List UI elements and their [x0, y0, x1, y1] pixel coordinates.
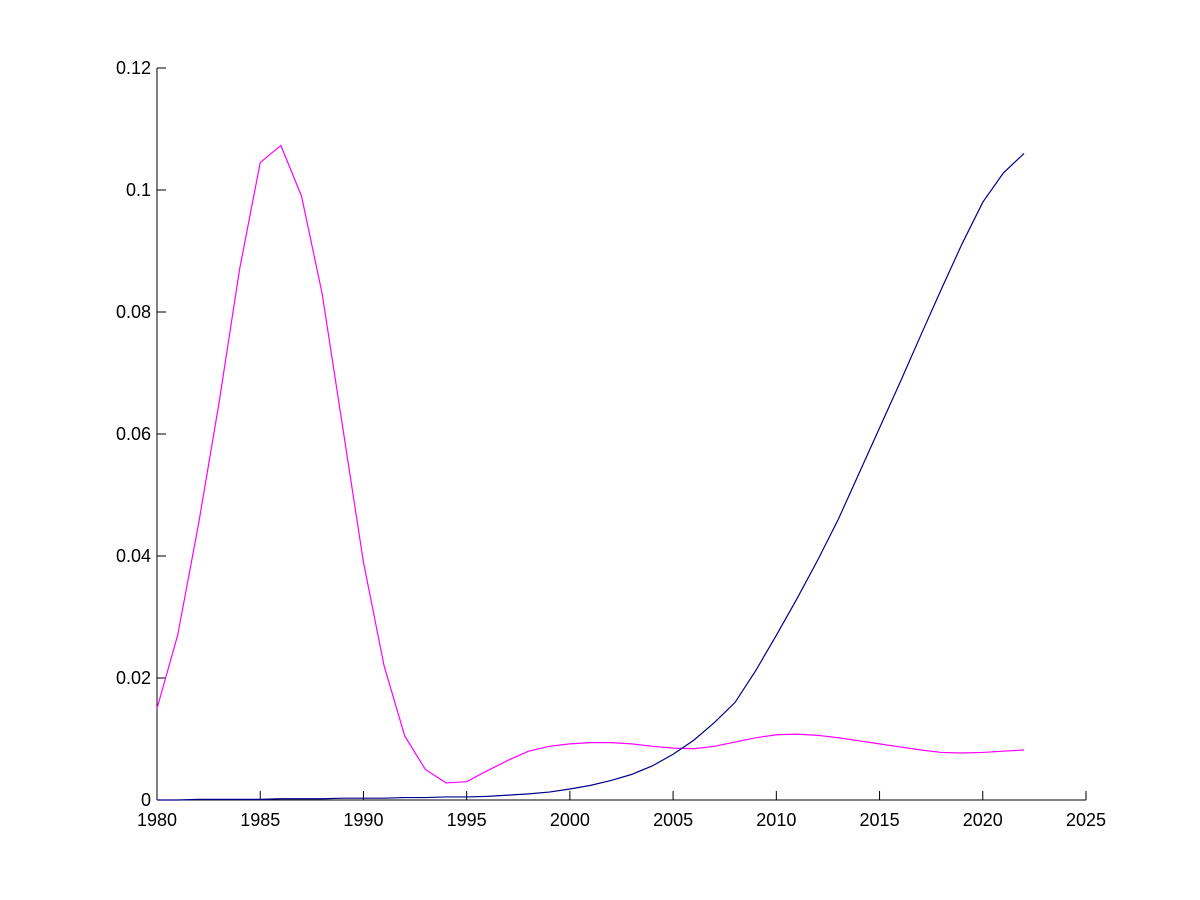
y-tick-label: 0.08: [116, 302, 151, 322]
x-tick-label: 2000: [550, 810, 590, 830]
y-tick-label: 0.02: [116, 668, 151, 688]
y-tick-label: 0.06: [116, 424, 151, 444]
line-series: [156, 144, 1025, 784]
x-tick-label: 2020: [963, 810, 1003, 830]
x-tick-label: 2025: [1066, 810, 1106, 830]
x-tick-label: 1985: [240, 810, 280, 830]
x-tick-label: 1990: [343, 810, 383, 830]
y-tick-label: 0.04: [116, 546, 151, 566]
y-tick-label: 0: [141, 790, 151, 810]
x-tick-label: 2005: [653, 810, 693, 830]
y-tick-label: 0.1: [126, 180, 151, 200]
x-tick-label: 1980: [137, 810, 177, 830]
x-tick-label: 2015: [860, 810, 900, 830]
x-tick-label: 2010: [756, 810, 796, 830]
y-tick-label: 0.12: [116, 58, 151, 78]
line-series: [157, 152, 1025, 801]
x-tick-label: 1995: [447, 810, 487, 830]
